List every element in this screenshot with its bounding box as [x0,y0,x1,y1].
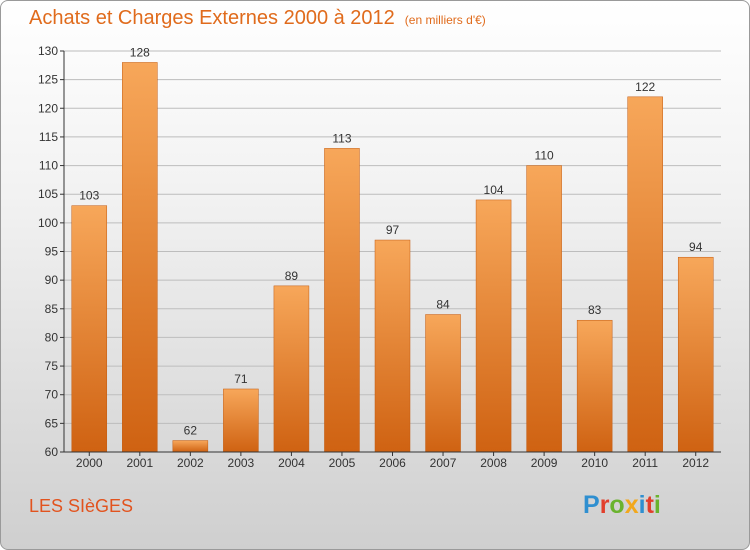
bar-2012 [677,256,714,453]
bar-value-label: 97 [386,223,400,237]
logo-letter: P [583,491,600,519]
y-tick-label: 130 [38,44,58,58]
x-tick-label: 2004 [278,456,305,470]
x-tick-label: 2007 [430,456,457,470]
place-name: LES SIèGES [29,496,134,516]
x-tick-label: 2003 [228,456,255,470]
y-tick-label: 80 [45,330,59,344]
bar-value-label: 128 [130,45,150,59]
bar-value-label: 113 [332,131,351,145]
chart-unit-label: (en milliers d'€) [404,13,486,27]
bar-2005 [324,148,360,453]
bar-value-label: 110 [535,149,554,163]
bar-value-label: 94 [689,240,703,254]
y-tick-label: 95 [45,245,59,259]
bar-value-label: 62 [184,424,198,438]
x-tick-label: 2001 [126,456,153,470]
bar-value-label: 122 [635,80,655,94]
axes [60,50,721,456]
logo-letter: r [599,491,610,519]
y-tick-label: 115 [39,130,58,144]
y-tick-label: 70 [45,388,59,402]
bar-2002 [172,440,209,453]
y-tick-label: 75 [45,359,59,373]
x-tick-label: 2002 [177,456,204,470]
bar-value-label: 104 [484,183,504,197]
logo-letter: o [609,491,625,519]
bar-2001 [122,62,158,453]
y-tick-label: 90 [45,273,59,287]
labels: 60 65 70 75 80 85 90 95 100 105 110 115 120 125 130 103… [38,44,709,470]
logo-letter: x [624,491,639,519]
y-tick-label: 125 [38,73,58,87]
logo-letter: t [645,491,654,519]
logo-letter: i [653,491,661,519]
y-tick-label: 105 [38,187,58,201]
bar-2008 [475,199,512,453]
y-tick-label: 120 [38,101,58,115]
x-tick-label: 2000 [76,456,103,470]
logo-letter: i [638,491,646,519]
x-tick-label: 2009 [531,456,558,470]
y-tick-label: 100 [38,216,58,230]
bar-2010 [576,319,613,453]
bar-value-label: 89 [285,269,299,283]
bar-2000 [71,205,108,453]
bar-value-label: 71 [234,372,248,386]
x-tick-label: 2011 [632,456,658,470]
bar-2004 [273,285,310,453]
x-tick-label: 2010 [581,456,608,470]
bar-2011 [627,96,663,453]
x-tick-label: 2008 [480,456,507,470]
x-tick-label: 2005 [329,456,356,470]
y-tick-label: 85 [45,302,59,316]
bar-2006 [374,239,411,453]
chart-title-text: Achats et Charges Externes 2000 à 2012 [29,7,395,29]
x-tick-label: 2012 [682,456,709,470]
bar-value-label: 83 [588,303,602,317]
bar-2003 [223,388,259,453]
bars [71,62,714,453]
y-tick-label: 65 [45,416,59,430]
bar-value-label: 84 [436,298,450,312]
bar-value-label: 103 [79,189,99,203]
bar-2007 [425,314,461,453]
y-tick-label: 110 [39,159,58,173]
bar-2009 [526,165,562,453]
proxiti-logo[interactable]: Proxiti [583,491,661,520]
y-tick-label: 60 [45,445,59,459]
x-tick-label: 2006 [379,456,406,470]
chart-title: Achats et Charges Externes 2000 à 2012 (e… [29,7,486,30]
